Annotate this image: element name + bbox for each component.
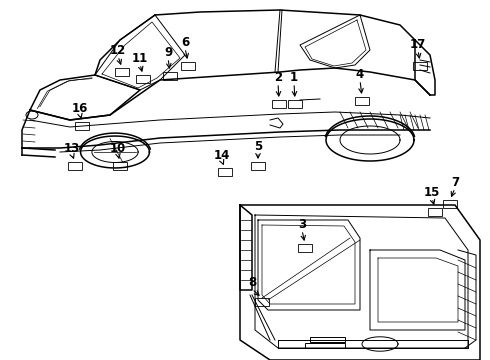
Bar	[305, 343, 345, 348]
Bar	[310, 337, 345, 342]
Text: 11: 11	[132, 51, 148, 64]
Text: 7: 7	[451, 176, 459, 189]
Text: 2: 2	[274, 71, 282, 84]
Text: 10: 10	[110, 141, 126, 154]
Text: 6: 6	[181, 36, 189, 49]
Text: 4: 4	[356, 68, 364, 81]
Text: 16: 16	[72, 102, 88, 114]
Text: 13: 13	[64, 141, 80, 154]
Text: 5: 5	[254, 140, 262, 153]
Text: 17: 17	[410, 37, 426, 50]
Text: 1: 1	[290, 71, 298, 84]
Text: 14: 14	[214, 149, 230, 162]
Text: 9: 9	[164, 45, 172, 59]
Text: 8: 8	[248, 276, 256, 289]
Text: 12: 12	[110, 44, 126, 57]
Text: 3: 3	[298, 217, 306, 230]
Text: 15: 15	[424, 185, 440, 198]
